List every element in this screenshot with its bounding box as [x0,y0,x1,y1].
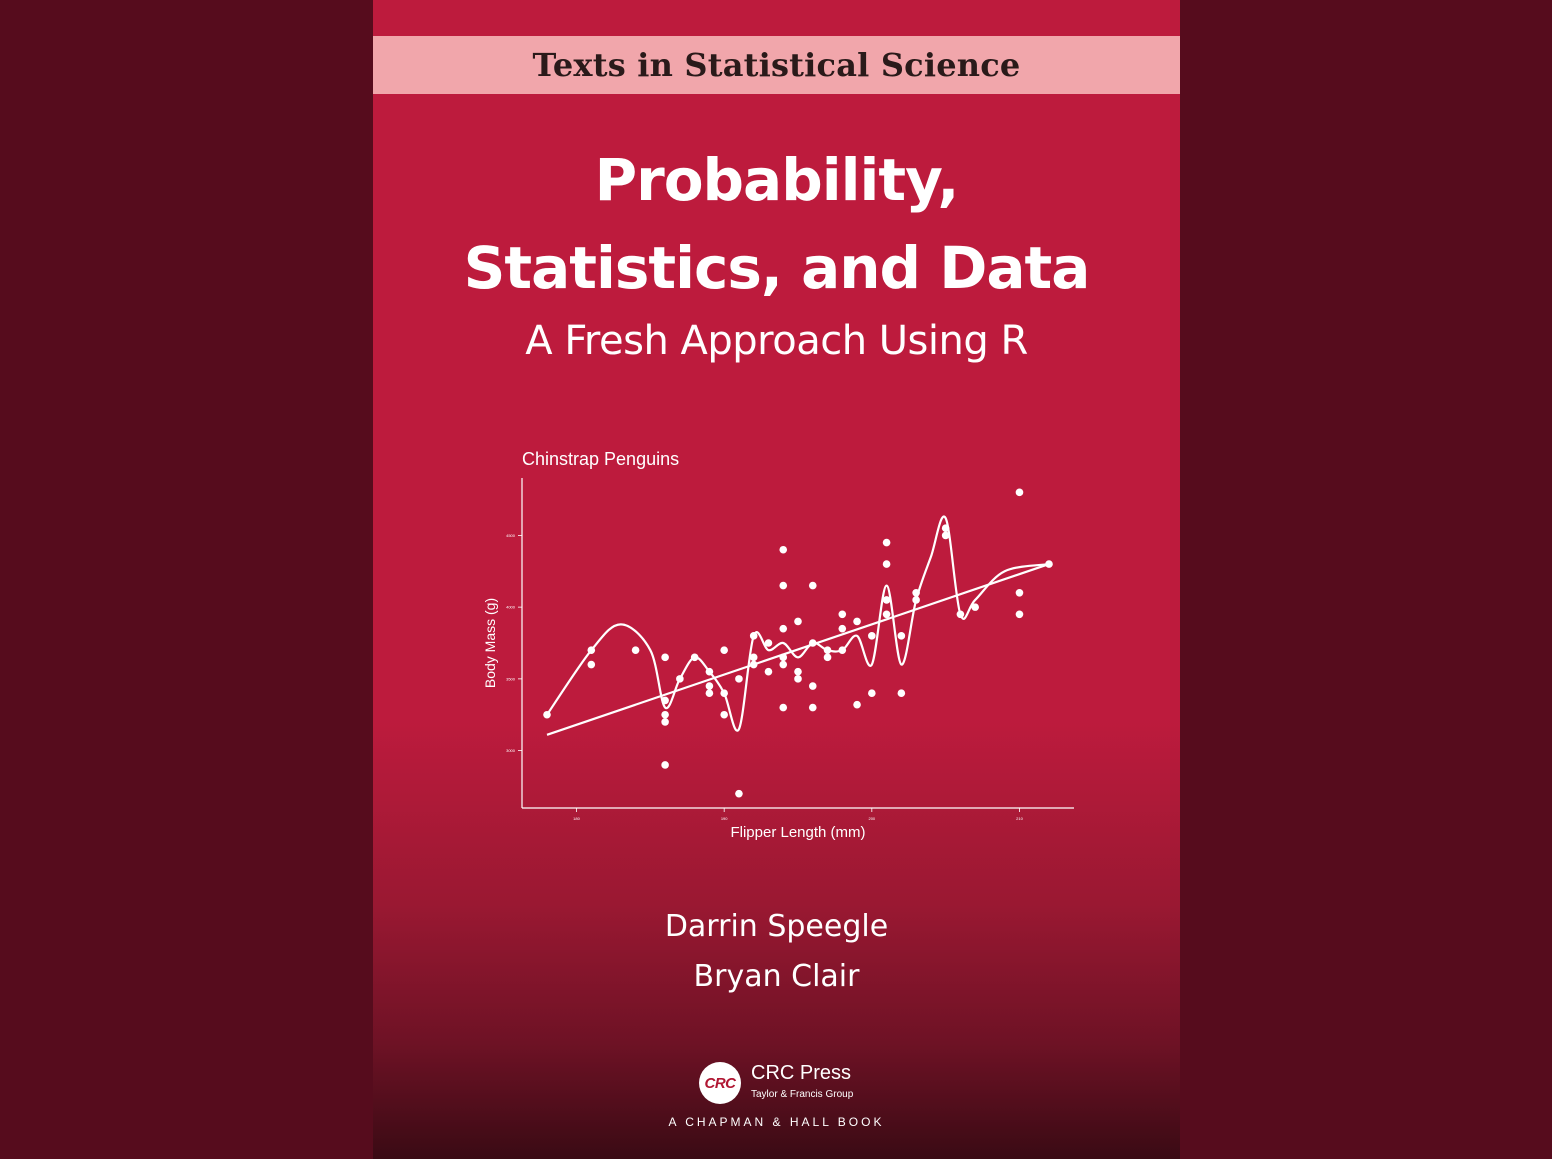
publisher-group: Taylor & Francis Group [751,1089,854,1100]
series-band: Texts in Statistical Science [373,36,1180,94]
data-point [868,632,876,640]
x-tick-label: 200 [868,816,875,821]
y-tick-label: 3000 [506,748,516,753]
book-title-line-2: Statistics, and Data [463,234,1091,302]
book-cover: Texts in Statistical Science Probability… [373,0,1180,1159]
data-point [1045,560,1053,568]
cover-scatter-plot: Chinstrap Penguins 180 190 200 210 3000 3500 4… [482,449,1074,841]
author-2: Bryan Clair [693,959,860,994]
data-point [912,596,920,604]
data-point [882,596,891,604]
data-point [779,624,788,633]
data-point [823,646,832,654]
crc-logo-icon: CRC [699,1062,741,1104]
data-point [587,646,596,654]
data-point [853,700,861,709]
data-point [705,689,714,698]
data-point [897,632,906,640]
data-point [794,675,802,683]
y-tick-label: 4000 [506,605,516,610]
data-point [764,667,773,676]
data-point [1015,588,1024,597]
data-point [794,617,802,626]
data-point [838,624,847,633]
data-point [941,531,950,540]
data-point [587,660,596,669]
book-title-line-1: Probability, [594,146,960,214]
book-subtitle: A Fresh Approach Using R [525,318,1028,364]
data-point [661,718,669,726]
data-points [543,488,1053,798]
data-point [735,789,743,798]
data-point [838,646,847,654]
regression-line [546,563,1050,736]
x-tick-label: 210 [1016,816,1023,821]
chart-title: Chinstrap Penguins [522,449,679,469]
data-point [941,524,950,533]
data-point [838,610,847,619]
data-point [690,653,699,662]
data-point [749,653,758,662]
data-point [779,545,788,554]
author-1: Darrin Speegle [664,909,889,944]
data-point [808,639,817,647]
data-point [779,581,788,590]
smooth-curve [546,515,1050,732]
data-point [720,646,728,654]
data-point [808,581,817,590]
series-title: Texts in Statistical Science [532,46,1021,84]
data-point [808,682,817,690]
x-tick-label: 180 [573,816,580,821]
data-point [749,632,758,640]
data-point [676,675,684,683]
axis-ticks: 180 190 200 210 3000 3500 4000 4500 [506,533,1023,821]
data-point [779,653,788,662]
data-point [764,639,773,647]
fit-lines [546,515,1050,736]
y-tick-label: 4500 [506,533,516,538]
data-point [882,610,891,619]
data-point [882,560,891,568]
data-point [749,660,758,669]
data-point [897,689,906,698]
data-point [853,617,861,626]
data-point [661,696,669,705]
x-axis-label: Flipper Length (mm) [730,824,865,841]
publisher-imprint: A CHAPMAN & HALL BOOK [668,1115,885,1129]
data-point [794,667,802,676]
data-point [735,675,743,683]
data-point [808,703,817,712]
data-point [661,710,669,719]
publisher-name: CRC Press [751,1062,852,1084]
y-tick-label: 3500 [506,676,516,681]
data-point [1015,488,1024,497]
data-point [720,689,728,698]
data-point [661,653,669,662]
data-point [720,710,728,719]
data-point [823,653,832,662]
y-axis-label: Body Mass (g) [482,598,498,688]
x-tick-label: 190 [721,816,728,821]
data-point [705,682,714,690]
crc-logo-text: CRC [704,1074,737,1092]
data-point [779,703,788,712]
publisher-block: CRC CRC Press Taylor & Francis Group A C… [373,1058,1180,1148]
data-point [543,710,551,719]
data-point [661,761,669,769]
data-point [705,667,714,676]
data-point [631,646,640,654]
data-point [912,588,920,597]
data-point [1015,610,1024,619]
data-point [779,660,788,669]
data-point [956,610,965,619]
data-point [971,603,979,611]
data-point [882,538,891,547]
data-point [868,689,876,698]
